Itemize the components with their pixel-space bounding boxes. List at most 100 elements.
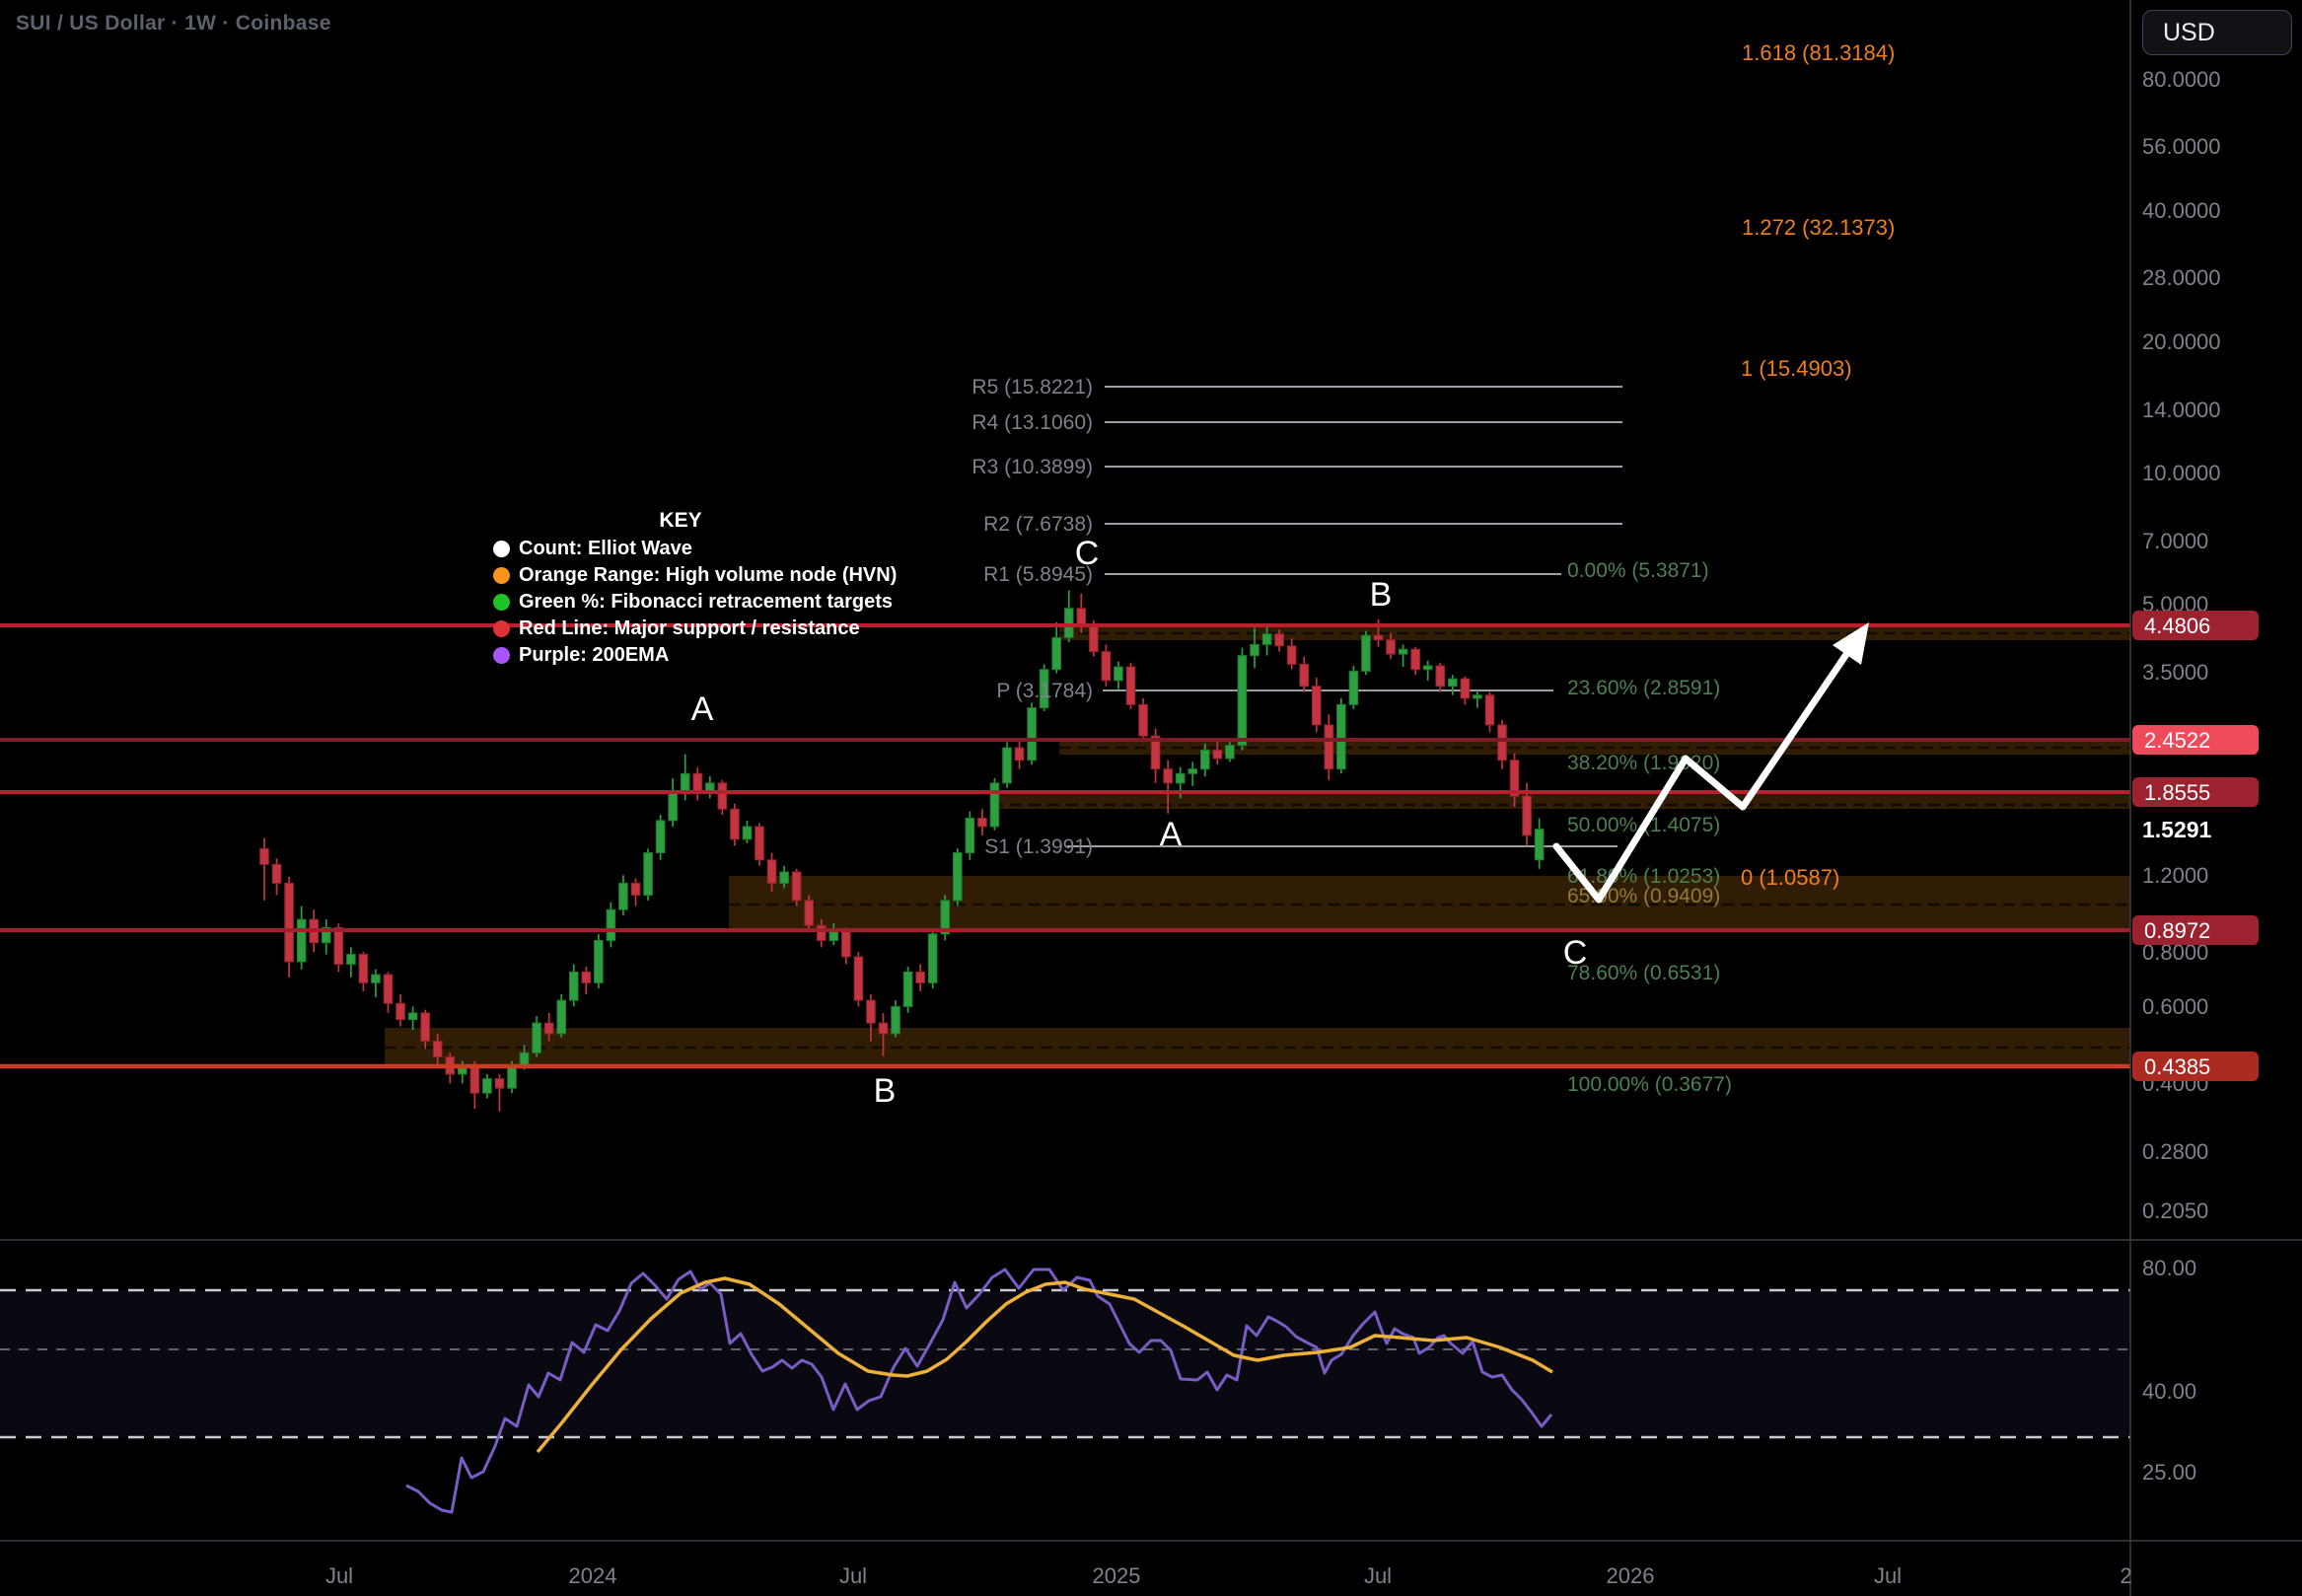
price-axis-tick: 10.0000	[2142, 461, 2221, 485]
elliott-wave-label[interactable]: C	[1563, 934, 1588, 972]
candle-body	[1286, 645, 1297, 665]
candle-body	[1448, 678, 1458, 688]
price-axis-tick: 3.5000	[2142, 660, 2208, 685]
price-level-pill-value: 0.8972	[2144, 918, 2210, 943]
price-level-pill-value: 0.4385	[2144, 1054, 2210, 1079]
candle-body	[717, 782, 728, 810]
hvn-band[interactable]	[729, 876, 2130, 929]
hvn-band[interactable]	[991, 793, 2130, 809]
time-axis-tick: Jul	[1364, 1563, 1392, 1588]
price-level-pill-value: 4.4806	[2144, 614, 2210, 638]
candle-body	[953, 852, 963, 902]
candle-body	[891, 1005, 900, 1035]
symbol-title[interactable]: SUI / US Dollar · 1W · Coinbase	[16, 12, 331, 35]
candle-body	[1175, 772, 1186, 784]
candle-body	[742, 826, 753, 840]
candle-body	[432, 1040, 443, 1057]
pivot-level-label: R4 (13.1060)	[971, 411, 1093, 434]
key-legend-row: Count: Elliot Wave	[493, 536, 1065, 562]
candle-body	[902, 971, 913, 1007]
hvn-bullet-icon	[493, 567, 510, 584]
time-axis-tick: Jul	[839, 1563, 867, 1588]
currency-toggle-button[interactable]: USD	[2142, 10, 2292, 55]
candle-body	[581, 971, 592, 983]
oscillator-signal-line	[536, 1276, 1553, 1454]
candle-body	[1089, 625, 1099, 653]
oscillator-band	[0, 1290, 2130, 1437]
price-axis-tick: 7.0000	[2142, 529, 2208, 553]
candle-body	[321, 926, 331, 944]
candle-body	[1225, 745, 1235, 760]
price-axis-tick: 0.6000	[2142, 994, 2208, 1019]
candle-body	[482, 1078, 492, 1094]
candle-body	[1051, 636, 1062, 671]
candle-body	[333, 926, 344, 966]
candle-body	[346, 954, 356, 966]
time-axis-tick: 2027	[2121, 1563, 2169, 1588]
candle-body	[1497, 724, 1507, 762]
oscillator-pane[interactable]	[0, 1268, 2130, 1514]
candle-body	[284, 882, 294, 963]
fib-retracement-label: 78.60% (0.6531)	[1567, 962, 1720, 984]
elliott-wave-label[interactable]: C	[1075, 535, 1100, 572]
pivot-level-label: R3 (10.3899)	[971, 456, 1093, 478]
time-axis[interactable]: Jul 2024 Jul 2025 Jul 2026 Jul 2027	[325, 1563, 2169, 1588]
projection-arrow-head	[1833, 622, 1869, 665]
candle-body	[1014, 747, 1025, 762]
price-axis-tick: 14.0000	[2142, 398, 2221, 422]
pivot-level-label: P (3.1784)	[996, 680, 1093, 702]
candle-body	[1002, 747, 1012, 784]
elliott-wave-label[interactable]: A	[691, 690, 714, 728]
candle-body	[271, 863, 282, 884]
candle-body	[841, 928, 851, 958]
price-level-pill	[2132, 1052, 2259, 1081]
candle-body	[1361, 634, 1371, 672]
fib-retracement-label: 0.00% (5.3871)	[1567, 559, 1709, 582]
elliott-wave-bullet-icon	[493, 541, 510, 557]
pivot-level-label: R2 (7.6738)	[983, 513, 1093, 536]
key-legend-label: Orange Range: High volume node (HVN)	[519, 564, 898, 586]
key-legend-label: Red Line: Major support / resistance	[519, 617, 860, 639]
price-level-pill	[2132, 725, 2259, 755]
price-axis-tick: 28.0000	[2142, 265, 2221, 290]
key-legend: KEY Count: Elliot Wave Orange Range: Hig…	[493, 509, 1065, 669]
candle-body	[543, 1022, 554, 1035]
candle-body	[989, 782, 1000, 828]
time-axis-tick: Jul	[325, 1563, 353, 1588]
price-axis-tick: 80.0000	[2142, 67, 2221, 92]
price-axis-tick: 40.0000	[2142, 198, 2221, 223]
candle-body	[1212, 749, 1223, 760]
candle-body	[1125, 666, 1136, 705]
candle-body	[816, 924, 827, 941]
price-axis-tick: 0.2800	[2142, 1139, 2208, 1164]
elliott-wave-label[interactable]: B	[874, 1072, 897, 1110]
candle-body	[594, 939, 604, 983]
elliott-wave-label[interactable]: B	[1370, 576, 1393, 614]
ema-bullet-icon	[493, 647, 510, 664]
elliott-wave-label[interactable]: A	[1160, 816, 1183, 853]
candle-body	[1163, 768, 1173, 784]
candle-body	[519, 1052, 530, 1066]
candle-body	[643, 852, 653, 896]
current-price-value: 1.5291	[2142, 817, 2212, 842]
candle-body	[1101, 651, 1112, 682]
pivot-level-label: R1 (5.8945)	[983, 563, 1093, 586]
candle-body	[1422, 665, 1433, 671]
candle-body	[1150, 735, 1161, 770]
candle-body	[1509, 760, 1520, 797]
candle-body	[965, 818, 975, 854]
candle-body	[804, 900, 815, 926]
candle-body	[1522, 795, 1532, 836]
oscillator-purple-line	[405, 1268, 1553, 1514]
projection-arrow-line[interactable]	[1552, 643, 1855, 904]
time-axis-tick: 2026	[1607, 1563, 1655, 1588]
candle-body	[779, 871, 789, 884]
candle-body	[1187, 768, 1198, 774]
indicator-axis-tick: 40.00	[2142, 1379, 2196, 1404]
price-pane[interactable]: R5 (15.8221) R4 (13.1060) R3 (10.3899) R2 (…	[0, 40, 2130, 1112]
candle-body	[532, 1022, 541, 1053]
fib-bullet-icon	[493, 594, 510, 611]
